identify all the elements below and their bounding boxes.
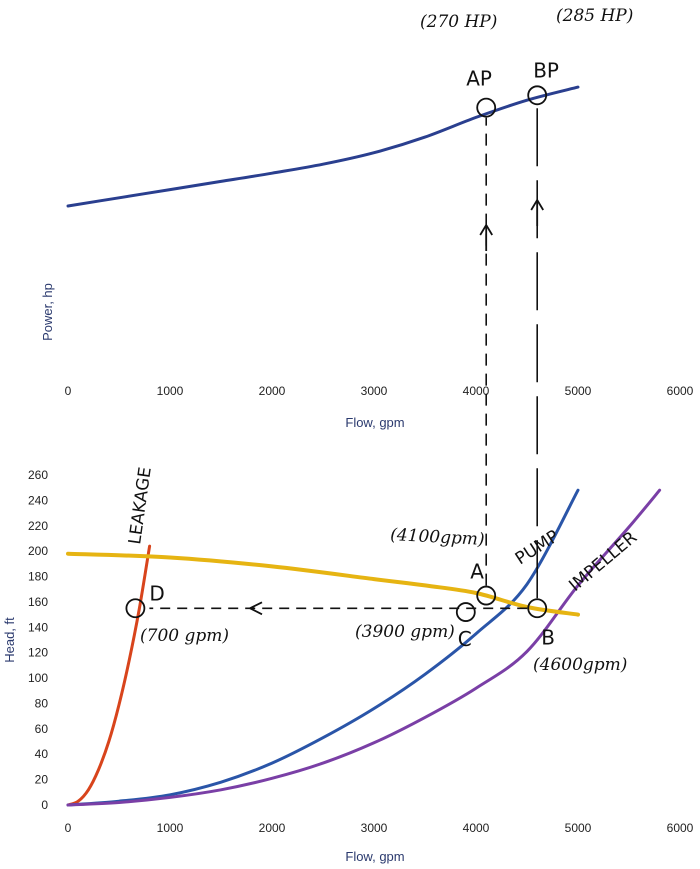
head-y-axis-label: Head, ft <box>2 617 17 663</box>
head-x-tick-label: 5000 <box>565 821 592 835</box>
head-x-tick-label: 2000 <box>259 821 286 835</box>
left-arrow <box>247 601 263 616</box>
leakage-curve-line <box>66 544 152 807</box>
head-y-tick-label: 140 <box>28 620 48 634</box>
point-ap-label: AP <box>466 67 492 91</box>
power-x-tick-label: 0 <box>65 384 72 398</box>
head-x-tick-label: 6000 <box>667 821 694 835</box>
point-c-label: C <box>458 627 472 651</box>
head-x-tick-label: 3000 <box>361 821 388 835</box>
head-x-tick-label: 0 <box>65 821 72 835</box>
point-ap-value-label: (270 HP) <box>420 12 497 32</box>
head-y-tick-label: 120 <box>28 646 48 660</box>
power-x-tick-label: 6000 <box>667 384 694 398</box>
impeller-series-label: IMPELLER <box>565 528 641 596</box>
impeller-curve-line <box>66 488 662 807</box>
point-c-marker <box>455 602 476 622</box>
head-y-tick-label: 40 <box>35 747 49 761</box>
power-y-axis-label: Power, hp <box>40 283 55 341</box>
pump-curve-line <box>66 488 580 807</box>
head-y-tick-label: 60 <box>35 722 49 736</box>
head-y-tick-label: 200 <box>28 544 48 558</box>
point-d-value-label: (700 gpm) <box>140 626 229 646</box>
head-y-tick-label: 220 <box>28 519 48 533</box>
leakage-series-label: LEAKAGE <box>125 466 156 546</box>
head-x-tick-label: 4000 <box>463 821 490 835</box>
point-a-value-label: (4100gpm) <box>390 525 485 550</box>
power-x-tick-label: 4000 <box>463 384 490 398</box>
point-a-marker <box>476 585 497 606</box>
point-d-label: D <box>149 581 164 605</box>
head-y-tick-label: 260 <box>28 468 48 482</box>
power-x-axis-label: Flow, gpm <box>345 415 404 430</box>
power-x-tick-label: 5000 <box>565 384 592 398</box>
point-a-label: A <box>470 560 484 584</box>
head-y-tick-label: 20 <box>35 773 49 787</box>
point-b-value-label: (4600gpm) <box>533 655 627 675</box>
point-b-marker <box>527 598 548 619</box>
point-bp-label: BP <box>533 58 559 82</box>
head-y-tick-label: 240 <box>28 493 48 507</box>
power-x-tick-label: 2000 <box>259 384 286 398</box>
head-x-axis-label: Flow, gpm <box>345 849 404 864</box>
power-x-tick-label: 3000 <box>361 384 388 398</box>
head-y-tick-label: 180 <box>28 570 48 584</box>
head-y-tick-label: 160 <box>28 595 48 609</box>
head-y-tick-label: 0 <box>41 798 48 812</box>
power-curve-line <box>66 85 580 208</box>
point-ap-marker <box>476 97 497 118</box>
point-d-marker <box>125 598 146 619</box>
point-bp-marker <box>527 85 548 106</box>
point-b-label: B <box>541 625 555 649</box>
point-c-value-label: (3900 gpm) <box>355 622 455 642</box>
power-x-tick-label: 1000 <box>157 384 184 398</box>
head-y-tick-label: 100 <box>28 671 48 685</box>
point-bp-value-label: (285 HP) <box>556 6 633 26</box>
head-y-tick-label: 80 <box>35 696 49 710</box>
system-curve-line <box>66 551 580 617</box>
head-x-tick-label: 1000 <box>157 821 184 835</box>
